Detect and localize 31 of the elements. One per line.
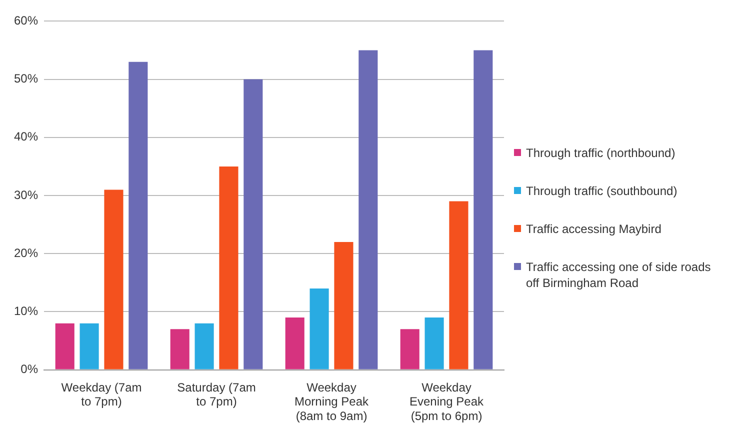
y-tick-label: 0% (20, 362, 38, 376)
bar (244, 79, 263, 370)
y-tick-label: 40% (14, 130, 38, 144)
x-tick-label: Weekday Morning Peak (8am to 9am) (294, 380, 370, 424)
y-tick-label: 30% (14, 188, 38, 202)
legend-label: Through traffic (southbound) (526, 182, 678, 198)
bar (449, 201, 468, 370)
x-tick-label: Saturday (7am to 7pm) (177, 380, 256, 409)
bar (80, 323, 99, 370)
x-tick-label: Weekday Evening Peak (5pm to 6pm) (409, 380, 485, 424)
legend-label: Traffic accessing Maybird (526, 220, 662, 236)
bar (55, 323, 74, 370)
bar (194, 323, 214, 370)
y-tick-label: 10% (14, 304, 38, 318)
bar (285, 318, 304, 370)
legend-label: Through traffic (northbound) (526, 144, 676, 160)
y-tick-label: 50% (14, 72, 38, 86)
x-tick-label: Weekday (7am to 7pm) (61, 380, 142, 409)
bar (219, 166, 238, 370)
bar (170, 329, 190, 370)
bar (334, 242, 354, 370)
bar (104, 190, 124, 370)
bar (424, 318, 444, 370)
legend-label: Traffic accessing one of side roads off Birmingham Road (526, 258, 712, 290)
y-tick-label: 20% (14, 246, 38, 260)
bar (310, 288, 329, 370)
bar (474, 50, 493, 370)
y-tick-label: 60% (14, 14, 38, 28)
bar (358, 50, 378, 370)
bar (400, 329, 420, 370)
bar (128, 62, 148, 370)
